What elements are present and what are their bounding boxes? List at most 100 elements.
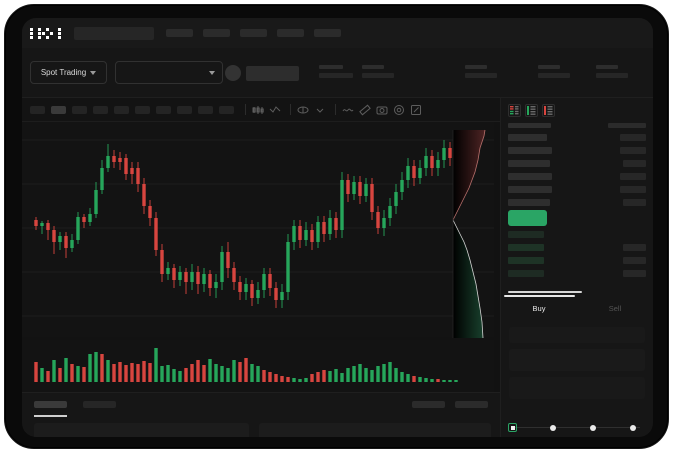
- top-navigation-bar: [22, 18, 653, 48]
- camera-icon[interactable]: [375, 103, 389, 117]
- timeframe-button-2[interactable]: [51, 105, 66, 114]
- timeframe-button-1[interactable]: [30, 105, 45, 114]
- order-book-bids: [501, 228, 653, 280]
- stat-block-5: [596, 65, 628, 78]
- bottom-content-panel-1: [34, 423, 249, 437]
- bottom-content-panel-2: [259, 423, 491, 437]
- order-form: [500, 319, 653, 437]
- bottom-actions: [412, 401, 488, 408]
- instrument-header-bar: Spot Trading: [22, 48, 653, 98]
- orderbook-mode-bids-icon[interactable]: [525, 104, 538, 117]
- amount-slider[interactable]: [508, 423, 644, 432]
- stat-label: [362, 65, 384, 69]
- settings-gear-icon[interactable]: [392, 103, 406, 117]
- nav-item-4[interactable]: [277, 29, 304, 37]
- bottom-tab-list: [22, 393, 500, 408]
- timeframe-button-7[interactable]: [156, 105, 171, 114]
- compare-icon[interactable]: [296, 103, 310, 117]
- order-book-row[interactable]: [508, 267, 646, 280]
- stat-label: [538, 65, 560, 69]
- bottom-panel: [22, 392, 500, 437]
- nav-item-1[interactable]: [166, 29, 193, 37]
- app-screen: Spot Trading: [22, 18, 653, 437]
- stat-label: [319, 65, 343, 69]
- market-type-label: Spot Trading: [40, 68, 87, 77]
- timeframe-button-10[interactable]: [219, 105, 234, 114]
- order-book-panel: [500, 98, 653, 297]
- order-book-scrollbar[interactable]: [508, 291, 582, 293]
- slider-stop-75[interactable]: [630, 424, 636, 431]
- stat-value: [538, 73, 570, 78]
- tab-sell-label: Sell: [608, 303, 622, 313]
- order-book-row[interactable]: [508, 241, 646, 254]
- order-book-header: [508, 123, 646, 128]
- bottom-action-2[interactable]: [455, 401, 488, 408]
- nav-item-3[interactable]: [240, 29, 267, 37]
- timeframe-button-6[interactable]: [135, 105, 150, 114]
- order-book-spread-price[interactable]: [508, 210, 547, 226]
- bottom-tab-2[interactable]: [83, 401, 116, 408]
- timeframe-button-8[interactable]: [177, 105, 192, 114]
- stat-value: [465, 73, 497, 78]
- stat-label: [465, 65, 487, 69]
- line-chart-icon[interactable]: [341, 103, 355, 117]
- nav-item-2[interactable]: [203, 29, 230, 37]
- chevron-down-icon[interactable]: [313, 103, 327, 117]
- chevron-down-icon: [209, 70, 215, 75]
- toolbar-divider: [245, 104, 246, 115]
- order-book-row[interactable]: [508, 144, 646, 157]
- stat-value: [362, 73, 394, 78]
- tablet-device-frame: Spot Trading: [4, 4, 669, 449]
- stat-value: [319, 73, 353, 78]
- trade-side-tabs: Buy Sell: [500, 297, 653, 319]
- slider-stop-50[interactable]: [590, 424, 596, 431]
- order-book-row[interactable]: [508, 131, 646, 144]
- stat-block-2: [362, 65, 394, 78]
- slider-handle[interactable]: [508, 423, 517, 432]
- market-type-selector[interactable]: Spot Trading: [30, 61, 107, 84]
- order-book-row[interactable]: [508, 183, 646, 196]
- order-book-price-header: [508, 123, 551, 128]
- indicator-icon[interactable]: [268, 103, 282, 117]
- order-book-row[interactable]: [508, 196, 646, 209]
- order-book-row[interactable]: [508, 157, 646, 170]
- tab-sell[interactable]: Sell: [577, 297, 653, 319]
- tab-buy-label: Buy: [532, 303, 546, 313]
- timeframe-button-4[interactable]: [93, 105, 108, 114]
- okx-logo[interactable]: [30, 27, 65, 39]
- order-book-row[interactable]: [508, 254, 646, 267]
- slider-track: [512, 427, 640, 428]
- bottom-action-1[interactable]: [412, 401, 445, 408]
- fullscreen-icon[interactable]: [409, 103, 423, 117]
- tab-buy[interactable]: Buy: [501, 297, 577, 319]
- order-book-row[interactable]: [508, 228, 646, 241]
- timeframe-button-5[interactable]: [114, 105, 129, 114]
- slider-stop-25[interactable]: [550, 424, 556, 431]
- active-tab-indicator: [504, 295, 575, 297]
- trading-pair-selector[interactable]: [115, 61, 223, 84]
- orderbook-mode-both-icon[interactable]: [508, 104, 521, 117]
- orderbook-mode-asks-icon[interactable]: [542, 104, 555, 117]
- candlestick-chart[interactable]: [22, 122, 494, 337]
- timeframe-button-3[interactable]: [72, 105, 87, 114]
- order-total-field[interactable]: [509, 377, 645, 399]
- pair-coin-avatar: [225, 65, 241, 81]
- order-book-row[interactable]: [508, 170, 646, 183]
- stat-label: [596, 65, 618, 69]
- order-price-field[interactable]: [509, 327, 645, 343]
- candlestick-series: [22, 139, 494, 317]
- volume-chart: [22, 340, 494, 392]
- ruler-icon[interactable]: [358, 103, 372, 117]
- nav-item-5[interactable]: [314, 29, 341, 37]
- candlestick-type-icon[interactable]: [251, 103, 265, 117]
- stat-block-3: [465, 65, 497, 78]
- bottom-tab-1[interactable]: [34, 401, 67, 408]
- volume-series: [34, 348, 458, 382]
- stat-block-1: [319, 65, 353, 78]
- search-input[interactable]: [74, 26, 154, 40]
- toolbar-divider: [290, 104, 291, 115]
- stat-block-4: [538, 65, 570, 78]
- toolbar-divider: [335, 104, 336, 115]
- timeframe-button-9[interactable]: [198, 105, 213, 114]
- order-amount-field[interactable]: [509, 349, 645, 371]
